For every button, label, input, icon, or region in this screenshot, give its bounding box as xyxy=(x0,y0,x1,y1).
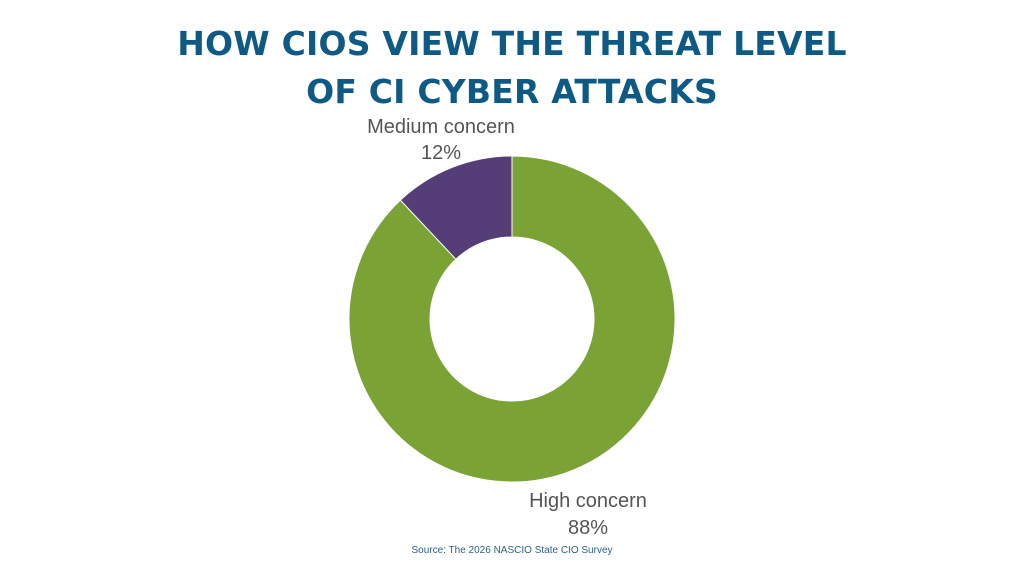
slice-label-value-medium-concern: 12% xyxy=(421,142,461,164)
slice-medium-concern xyxy=(399,155,513,260)
slice-label-name-medium-concern: Medium concern xyxy=(367,116,515,138)
chart-title: HOW CIOS VIEW THE THREAT LEVEL OF CI CYB… xyxy=(0,20,1024,116)
donut-slices xyxy=(348,155,676,483)
slice-label-name-high-concern: High concern xyxy=(529,490,647,512)
source-note: Source: The 2026 NASCIO State CIO Survey xyxy=(411,545,613,556)
slice-labels: High concern 88% Medium concern 12% xyxy=(367,116,647,539)
slice-label-value-high-concern: 88% xyxy=(568,517,608,539)
slice-high-concern xyxy=(348,155,676,483)
chart-title-line-2: OF CI CYBER ATTACKS xyxy=(306,72,718,111)
chart-title-line-1: HOW CIOS VIEW THE THREAT LEVEL xyxy=(177,24,847,63)
